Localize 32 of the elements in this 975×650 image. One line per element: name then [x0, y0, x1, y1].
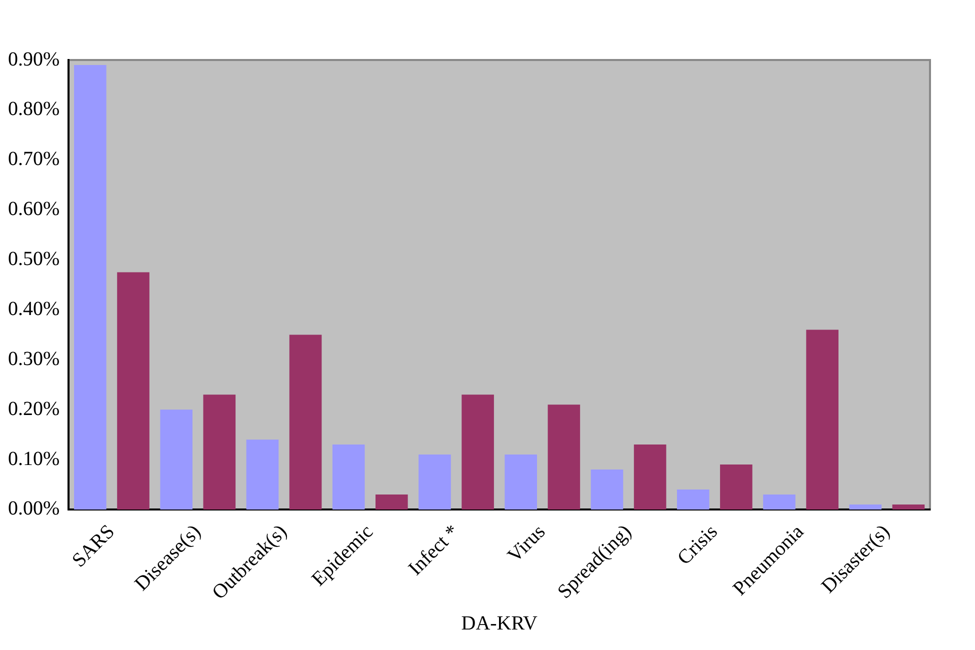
x-tick-label: Virus [504, 520, 550, 567]
bar [634, 444, 666, 510]
bar [203, 394, 236, 510]
bar [548, 404, 580, 510]
y-tick-label: 0.40% [8, 298, 60, 320]
y-tick-label: 0.20% [8, 398, 60, 420]
bar [849, 504, 882, 510]
y-tick-label: 0.10% [8, 448, 60, 470]
bar [376, 494, 408, 510]
y-tick-label: 0.70% [8, 148, 60, 170]
bar [418, 454, 451, 510]
bar [763, 494, 796, 510]
bar [74, 64, 106, 510]
bar [117, 272, 150, 510]
bar [720, 464, 752, 510]
bar [289, 334, 322, 510]
bar [462, 394, 494, 510]
bar [160, 410, 192, 510]
bar [676, 490, 710, 510]
y-tick-label: 0.00% [8, 498, 60, 520]
y-tick-label: 0.90% [8, 48, 60, 70]
bar [590, 470, 624, 510]
bar [332, 444, 365, 510]
y-tick-label: 0.30% [8, 348, 60, 370]
bar [892, 504, 925, 510]
y-tick-label: 0.60% [8, 198, 60, 220]
bar [246, 440, 279, 510]
bar [806, 330, 838, 510]
y-tick-label: 0.50% [8, 248, 60, 270]
y-tick-label: 0.80% [8, 98, 60, 120]
x-axis-title: DA-KRV [461, 612, 538, 634]
bar [504, 454, 538, 510]
